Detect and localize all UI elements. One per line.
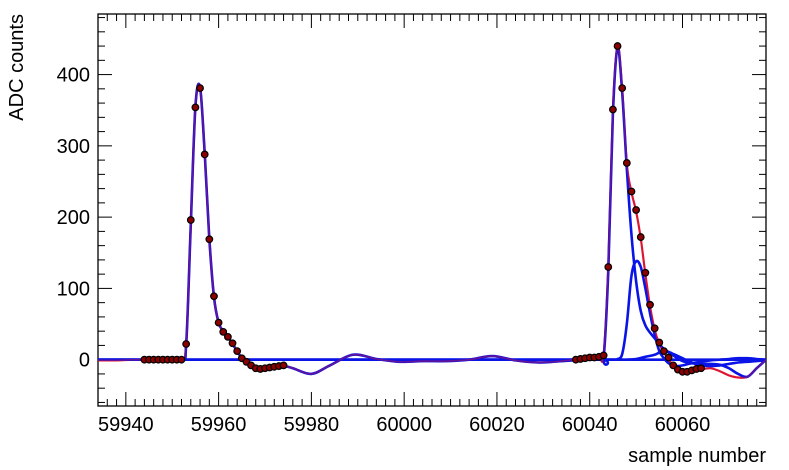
x-tick-label: 60000 [376,414,432,436]
axis-ticks [97,14,767,406]
x-tick-label: 59980 [284,414,340,436]
plot-frame [97,13,767,407]
data-point [627,187,636,196]
tick-labels: 59940 59960 59980 60000 60020 60040 60060 0 100 2… [57,65,711,436]
series-lines [98,44,766,379]
data-point [279,361,288,370]
data-point [200,150,209,159]
data-point [186,216,195,224]
data-point [641,268,650,277]
data-point [214,318,223,327]
y-tick-label: 100 [57,278,90,300]
total-fit-overlay [98,45,766,379]
y-tick-label: 0 [79,350,90,372]
data-point [210,292,218,301]
data-point [205,235,214,244]
data-point [604,263,613,271]
x-tick-label: 59960 [191,414,247,436]
data-point [182,340,191,348]
data-point [697,364,705,373]
data-point [669,361,678,370]
data-point [618,84,627,93]
data-point [599,351,608,360]
y-axis-title: ADC counts [6,14,28,121]
y-tick-label: 200 [57,207,90,229]
data-point [636,233,645,241]
data-point [622,159,631,167]
data-point [228,339,237,348]
data-point [646,300,654,309]
data-point [219,327,228,336]
pulse-component-line-1 [98,82,766,376]
data-point [223,332,232,341]
data-point [664,353,673,362]
x-tick-label: 60040 [562,414,618,436]
data-point [177,355,186,364]
data-point [632,206,641,214]
data-point [660,347,668,356]
data-point [650,324,659,333]
series-points [140,42,705,376]
total-fit-line [98,44,766,379]
x-axis-title: sample number [628,445,766,467]
x-tick-label: 60020 [469,414,525,436]
data-point [613,42,622,50]
data-point [196,84,204,93]
x-tick-label: 60060 [655,414,711,436]
data-point [233,347,242,356]
y-tick-label: 400 [57,65,90,87]
data-point [609,105,617,114]
data-point [655,338,664,347]
pulse-component-line-2 [98,46,766,379]
data-point [191,103,200,112]
y-tick-label: 300 [57,136,90,158]
x-tick-label: 59940 [98,414,154,436]
